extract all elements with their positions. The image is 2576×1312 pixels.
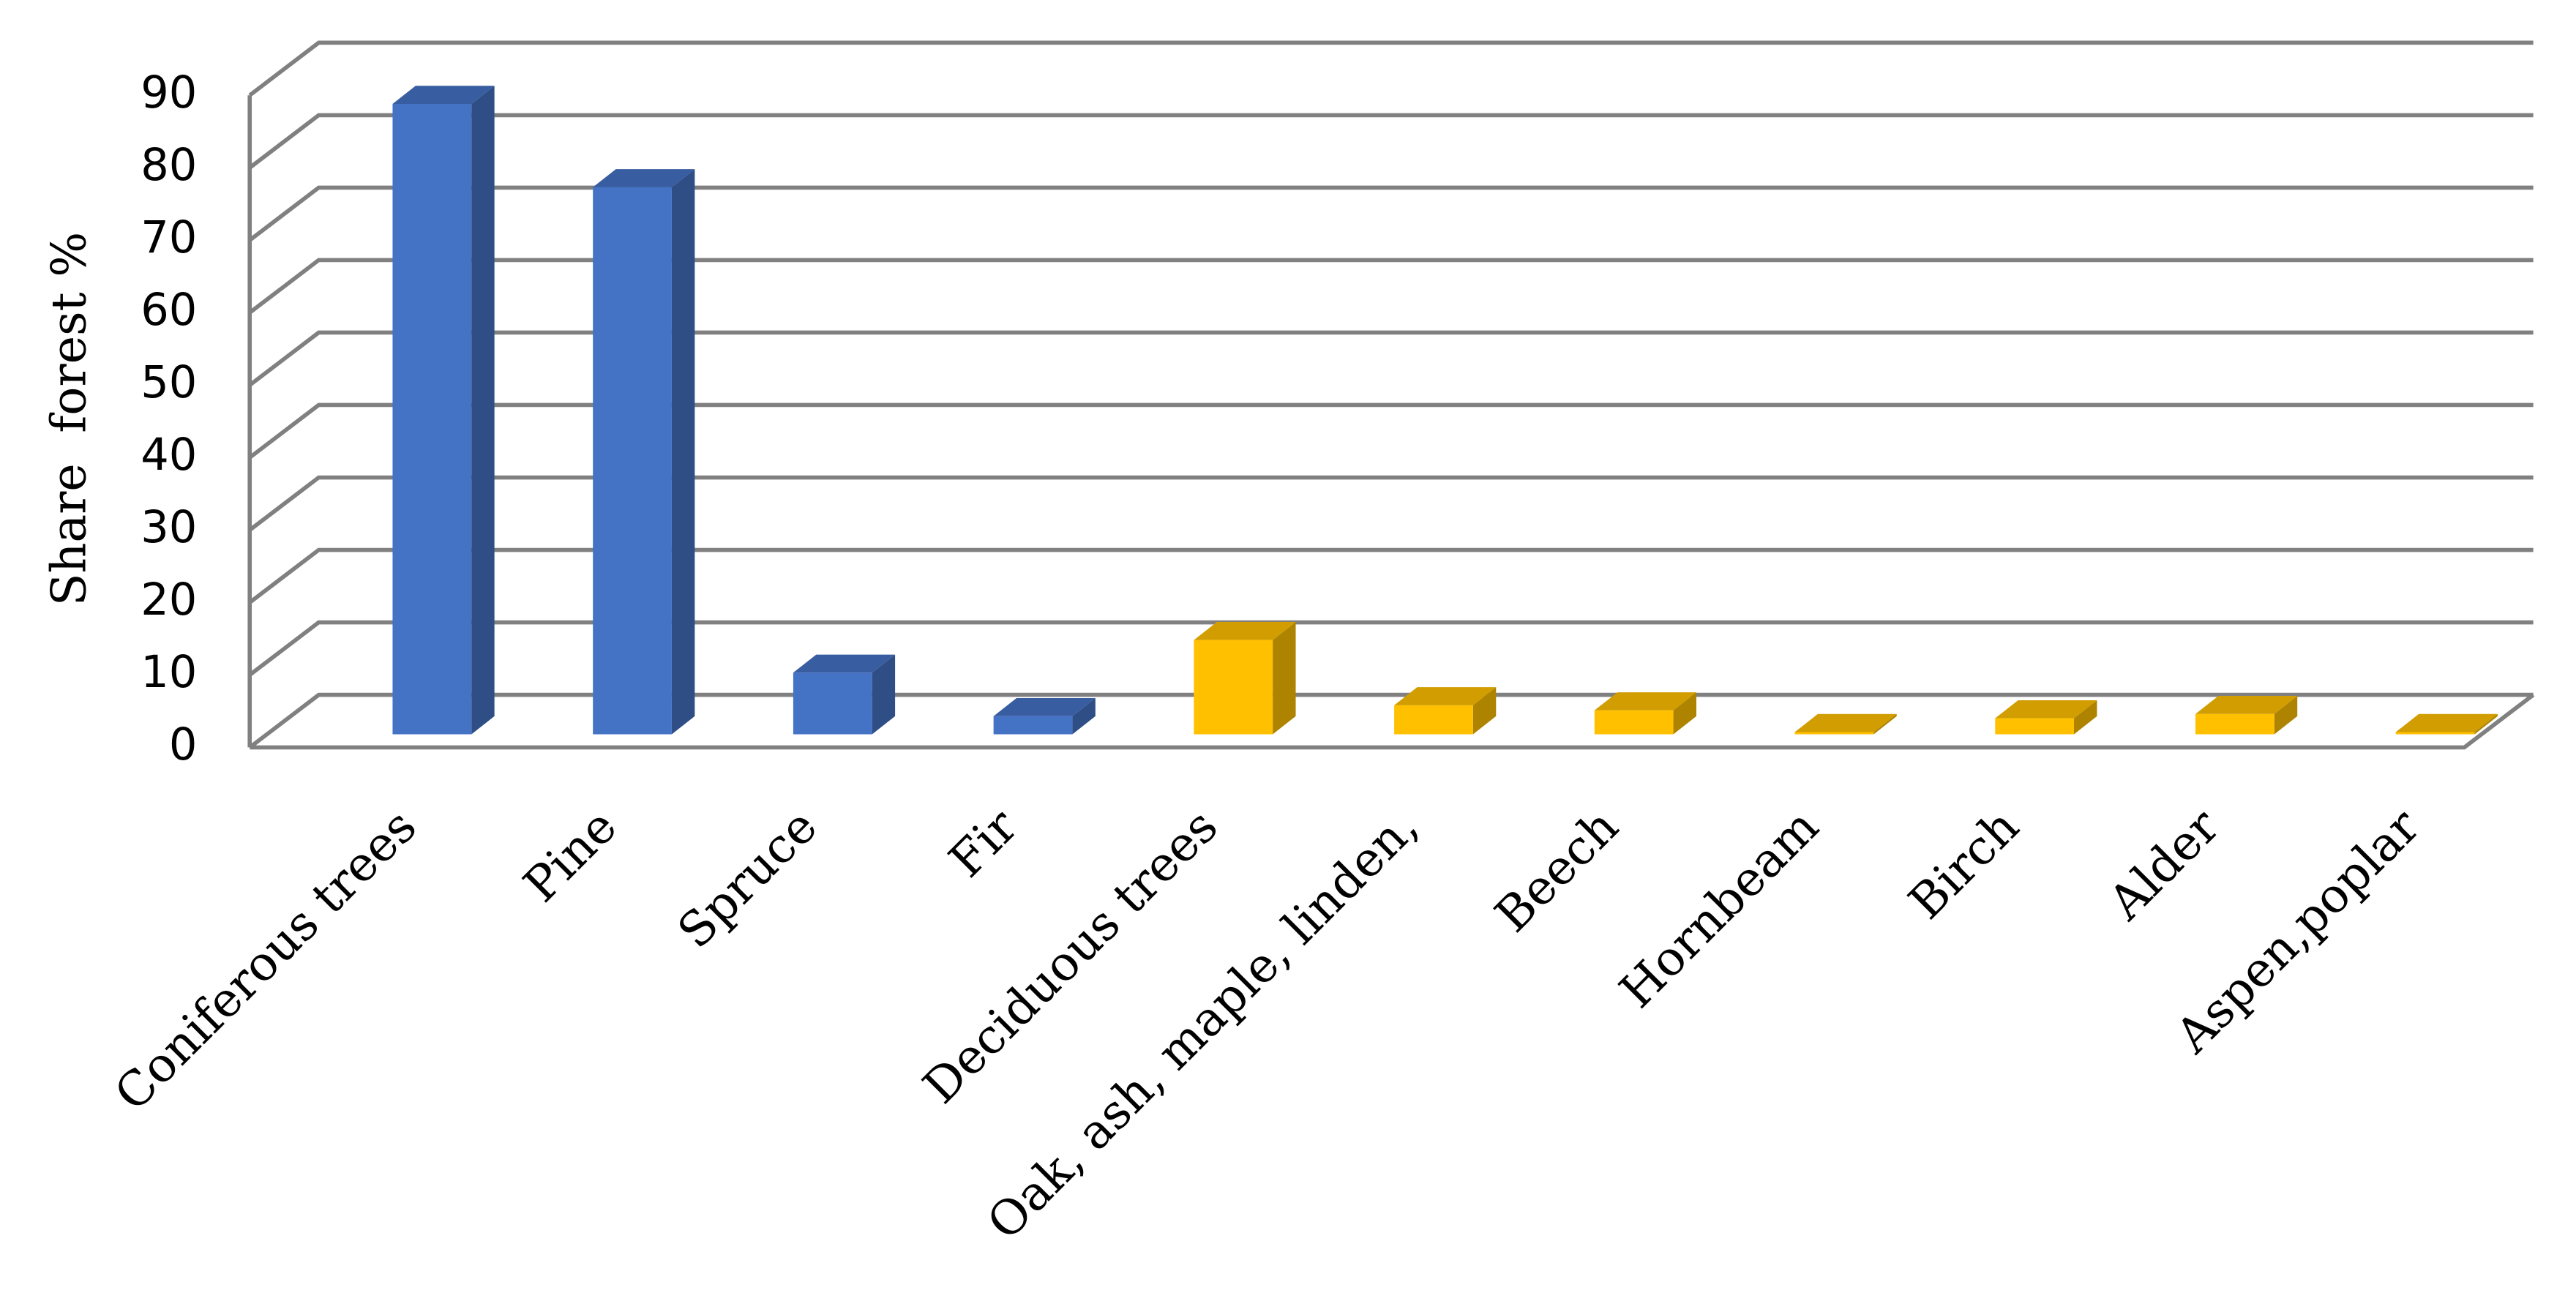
y-tick-label: 20 [141,574,197,626]
x-tick-label: Fir [939,798,1028,888]
bar-front [593,187,672,735]
bar-front [1995,718,2075,735]
bar-top [593,169,695,187]
grid-line [248,40,2534,97]
bar-top [993,698,1096,716]
bar [1794,713,1897,735]
y-tick-label: 30 [141,502,197,553]
bar-side [872,654,896,735]
bar-side [1873,713,1897,735]
bar-side [1273,622,1296,735]
bar-side [671,169,695,735]
bar [1594,692,1696,735]
bar-side [2474,713,2498,735]
bar-top [1394,687,1497,705]
bar-side [1472,687,1497,735]
bar-top [2195,696,2298,714]
bar-top [1594,692,1696,711]
bar-front [1594,710,1674,735]
bar [793,654,896,735]
grid-line [248,185,2534,242]
grid-line [248,692,2534,749]
bar [2395,713,2498,735]
bar-side [2074,700,2097,735]
grid-line [248,547,2534,604]
grid-line [248,475,2534,532]
x-tick-label: Hornbeam [1609,799,1829,1019]
bar [1394,687,1497,735]
grid-line [248,113,2534,170]
y-tick-label: 0 [169,719,198,771]
bar-top [1794,713,1897,732]
x-tick-label: Alder [2098,798,2231,931]
bar-top [392,86,495,104]
floor-edge [250,693,2535,750]
bar-front [392,103,472,735]
y-tick-label: 50 [141,357,197,408]
bar [1995,700,2097,735]
x-tick-label: Beech [1485,799,1629,943]
bar-side [1072,698,1096,735]
y-axis-title: Share forest % [42,232,97,606]
x-tick-label: Pine [514,799,628,913]
bar-front [2195,713,2274,735]
y-tick-label: 80 [141,140,197,191]
y-tick-label: 70 [141,212,197,263]
x-tick-label: Spruce [667,799,828,959]
x-tick-label: Birch [1898,799,2029,930]
bar-front [793,672,872,735]
bar-front [1194,640,1273,735]
bar-front [1794,732,1874,735]
grid-line [248,620,2534,677]
y-tick-label: 90 [141,67,197,119]
bar-side [1673,692,1696,735]
x-tick-label: Oak, ash, maple, linden, [977,799,1429,1251]
bar-front [2395,732,2475,735]
bar-front [1394,705,1473,735]
bar [993,698,1096,735]
grid-line [248,402,2534,460]
bar-top [2395,713,2498,732]
bar [2195,696,2298,735]
bar [593,169,695,735]
y-tick-label: 60 [141,285,197,336]
bar [392,86,495,735]
bar-top [1995,700,2097,719]
y-tick-label: 40 [141,430,197,481]
bar-side [2274,696,2298,735]
bar-front [993,716,1073,735]
bar-top [1194,622,1296,640]
bar-top [793,654,896,673]
bar [1194,622,1296,735]
grid-line [248,330,2534,387]
y-tick-label: 10 [141,647,197,698]
x-tick-label: Coniferous trees [105,799,427,1122]
bar-side [471,86,495,735]
grid-line [248,258,2534,315]
